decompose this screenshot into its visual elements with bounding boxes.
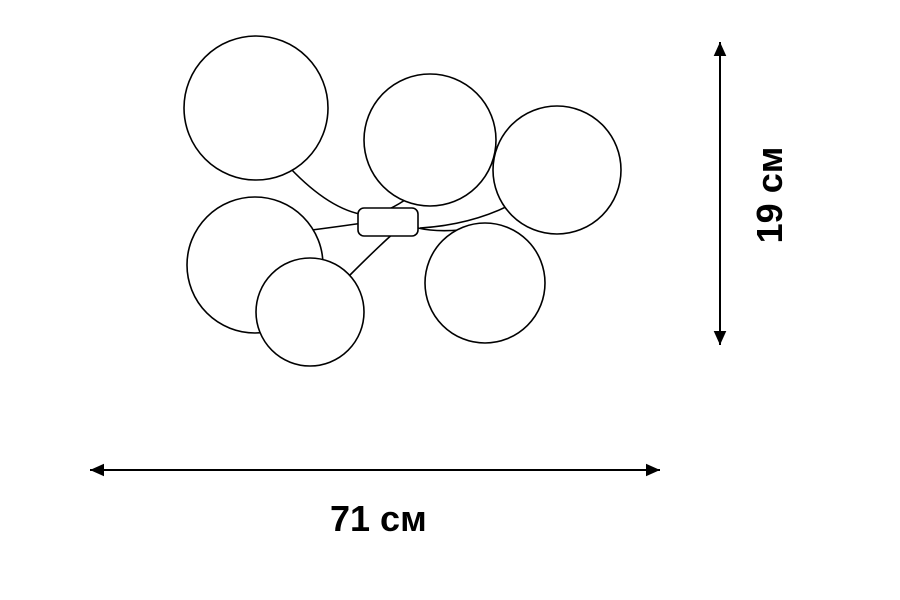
diagram-stage: 71 см 19 см — [0, 0, 900, 600]
height-dimension-label: 19 см — [749, 147, 791, 244]
width-dimension-label: 71 см — [330, 498, 427, 540]
hub — [358, 208, 418, 236]
diagram-svg — [0, 0, 900, 600]
